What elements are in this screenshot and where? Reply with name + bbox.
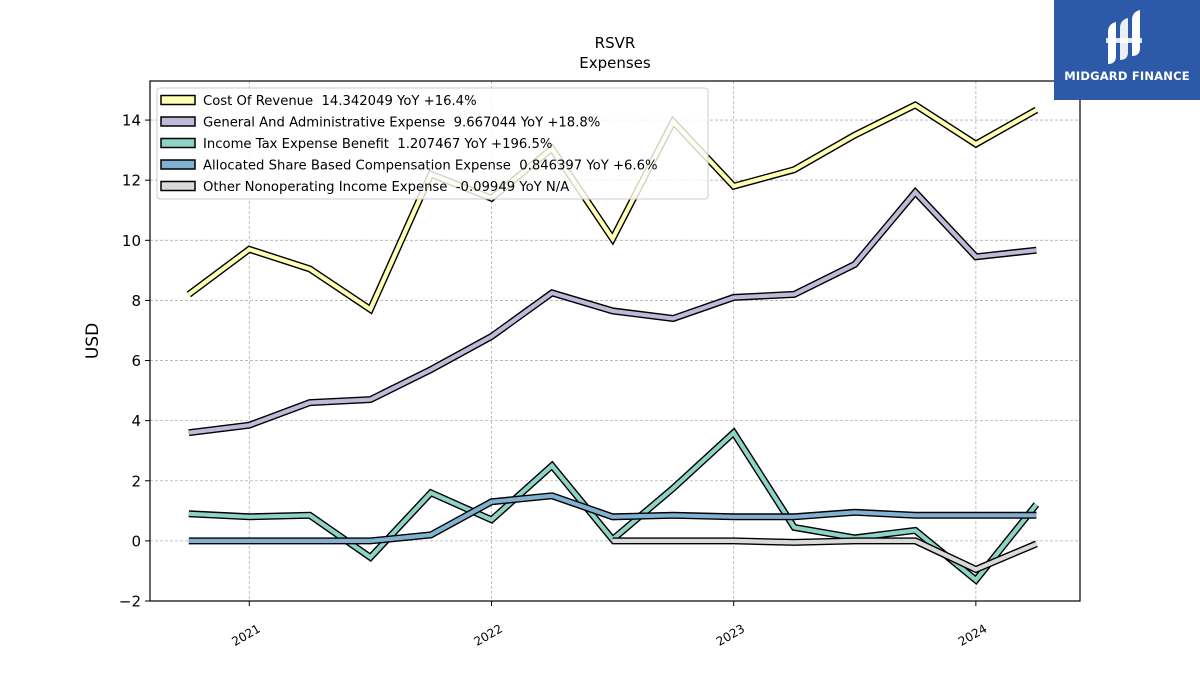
legend-swatch bbox=[160, 94, 196, 106]
series-line-2 bbox=[188, 427, 1040, 585]
y-tick-label: −2 bbox=[119, 593, 141, 611]
chart-title: RSVR bbox=[595, 34, 636, 52]
logo-text: MIDGARD FINANCE bbox=[1064, 69, 1190, 83]
series-line-stroke bbox=[188, 429, 1039, 583]
legend-entry: General And Administrative Expense 9.667… bbox=[203, 116, 600, 131]
y-tick-label: 14 bbox=[122, 112, 141, 130]
series-line-stroke bbox=[187, 102, 1038, 313]
y-tick-label: 10 bbox=[122, 232, 141, 250]
series-line-0 bbox=[186, 100, 1039, 315]
y-axis-label: USD bbox=[83, 323, 103, 359]
legend-entry: Allocated Share Based Compensation Expen… bbox=[203, 159, 658, 174]
series-lines bbox=[186, 100, 1040, 585]
legend: Cost Of Revenue 14.342049 YoY +16.4% Gene… bbox=[156, 87, 709, 200]
legend-entry: Cost Of Revenue 14.342049 YoY +16.4% bbox=[203, 94, 477, 109]
x-tick-label: 2021 bbox=[229, 621, 262, 648]
series-line-stroke bbox=[188, 189, 1037, 435]
brand-logo: MIDGARD FINANCE bbox=[1054, 0, 1200, 100]
legend-entry: Income Tax Expense Benefit 1.207467 YoY … bbox=[203, 137, 552, 152]
legend-swatch bbox=[160, 116, 196, 127]
series-line-stroke bbox=[188, 493, 1037, 543]
legend-swatch bbox=[160, 159, 196, 170]
y-tick-label: 0 bbox=[131, 532, 141, 550]
series-line-4 bbox=[612, 537, 1038, 574]
series-line-stroke bbox=[612, 538, 1038, 572]
legend-entry: Other Nonoperating Income Expense -0.099… bbox=[203, 180, 569, 195]
y-tick-label: 4 bbox=[131, 412, 141, 430]
x-tick-label: 2024 bbox=[956, 621, 989, 648]
legend-swatch bbox=[160, 137, 196, 149]
series-line-outline bbox=[612, 537, 1038, 574]
logo-mark-icon bbox=[1106, 10, 1142, 64]
y-tick-label: 12 bbox=[122, 172, 141, 190]
y-tick-label: 8 bbox=[131, 292, 141, 310]
series-line-outline bbox=[188, 427, 1040, 585]
y-tick-label: 6 bbox=[131, 352, 141, 370]
y-tick-label: 2 bbox=[131, 472, 141, 490]
legend-box bbox=[156, 87, 709, 200]
chart-subtitle: Expenses bbox=[579, 54, 651, 72]
plot-frame bbox=[149, 80, 1081, 602]
series-line-3 bbox=[188, 492, 1037, 545]
x-tick-label: 2023 bbox=[714, 621, 747, 648]
x-tick-label: 2022 bbox=[472, 621, 505, 648]
series-line-1 bbox=[188, 186, 1037, 437]
legend-swatch bbox=[160, 180, 196, 192]
